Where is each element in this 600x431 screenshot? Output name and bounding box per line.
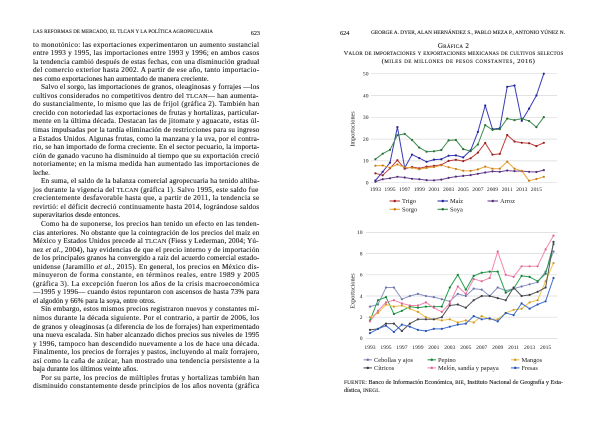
svg-text:50: 50 <box>363 72 369 78</box>
svg-text:20: 20 <box>363 137 369 143</box>
svg-text:Arroz: Arroz <box>500 198 515 205</box>
svg-text:2015: 2015 <box>531 187 542 193</box>
svg-text:1995: 1995 <box>380 345 391 351</box>
svg-text:1993: 1993 <box>364 345 375 351</box>
svg-text:1995: 1995 <box>384 187 395 193</box>
svg-text:2007: 2007 <box>472 187 483 193</box>
svg-text:Maíz: Maíz <box>450 198 463 205</box>
svg-text:2007: 2007 <box>476 345 487 351</box>
svg-text:2003: 2003 <box>444 345 455 351</box>
svg-text:0: 0 <box>366 181 369 187</box>
svg-text:Melón, sandía y papaya: Melón, sandía y papaya <box>438 365 499 372</box>
svg-text:Soya: Soya <box>450 207 463 214</box>
svg-text:6: 6 <box>360 273 363 279</box>
svg-text:2011: 2011 <box>508 345 519 351</box>
svg-text:10: 10 <box>363 159 369 165</box>
svg-text:2001: 2001 <box>428 187 439 193</box>
svg-text:Pepino: Pepino <box>438 357 456 364</box>
svg-text:2015: 2015 <box>540 345 551 351</box>
svg-text:Importaciones: Importaciones <box>350 111 357 147</box>
svg-text:10: 10 <box>357 230 363 236</box>
svg-text:2005: 2005 <box>460 345 471 351</box>
svg-text:Cebollas y ajos: Cebollas y ajos <box>374 357 414 364</box>
svg-text:1997: 1997 <box>396 345 407 351</box>
svg-text:1997: 1997 <box>399 187 410 193</box>
svg-text:2009: 2009 <box>487 187 498 193</box>
svg-text:Exportaciones: Exportaciones <box>350 273 357 309</box>
svg-text:2: 2 <box>360 315 363 321</box>
svg-text:8: 8 <box>360 251 363 257</box>
svg-text:30: 30 <box>363 115 369 121</box>
svg-text:4: 4 <box>360 294 363 300</box>
svg-text:Cítricos: Cítricos <box>374 365 395 372</box>
svg-text:2011: 2011 <box>502 187 513 193</box>
svg-text:2013: 2013 <box>516 187 527 193</box>
svg-text:Mangos: Mangos <box>522 357 543 364</box>
svg-text:1993: 1993 <box>370 187 381 193</box>
svg-text:2009: 2009 <box>492 345 503 351</box>
svg-text:Sorgo: Sorgo <box>402 207 417 214</box>
svg-text:Fresas: Fresas <box>522 365 539 372</box>
svg-text:1999: 1999 <box>412 345 423 351</box>
svg-text:2005: 2005 <box>458 187 469 193</box>
svg-text:2001: 2001 <box>428 345 439 351</box>
svg-text:Trigo: Trigo <box>402 198 416 205</box>
svg-text:1999: 1999 <box>414 187 425 193</box>
svg-text:2003: 2003 <box>443 187 454 193</box>
svg-text:40: 40 <box>363 93 369 99</box>
svg-text:2013: 2013 <box>524 345 535 351</box>
svg-text:0: 0 <box>360 336 363 342</box>
